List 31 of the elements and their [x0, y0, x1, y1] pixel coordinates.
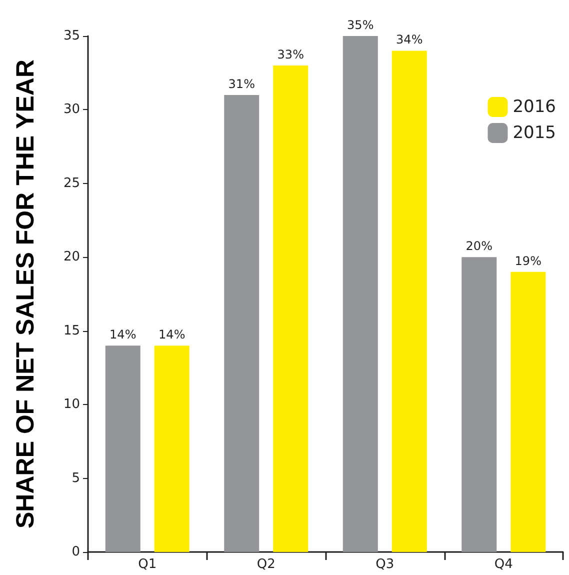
- data-label: 14%: [110, 328, 136, 342]
- data-label: 31%: [228, 76, 255, 91]
- bar: [273, 65, 308, 552]
- data-label: 33%: [277, 47, 304, 62]
- y-tick-label: 15: [63, 323, 80, 338]
- y-tick-label: 35: [63, 28, 80, 44]
- legend-label: 2015: [512, 123, 556, 143]
- bar: [462, 257, 497, 552]
- data-label: 14%: [158, 328, 186, 342]
- data-label: 35%: [347, 18, 374, 32]
- bar: [342, 36, 378, 552]
- y-tick-label: 20: [63, 250, 80, 265]
- x-tick-label: Q2: [256, 557, 276, 572]
- y-axis-title: SHARE OF NET SALES FOR THE YEAR: [12, 59, 40, 529]
- bar: [392, 50, 427, 552]
- y-tick-label: 30: [63, 102, 80, 118]
- x-tick-label: Q3: [376, 557, 394, 572]
- x-tick-label: Q4: [494, 557, 513, 572]
- y-tick-label: 0: [72, 544, 80, 560]
- bar: [105, 346, 140, 552]
- bar: [510, 272, 546, 552]
- bar: [224, 94, 260, 552]
- legend-label: 2016: [512, 97, 556, 117]
- data-label: 19%: [514, 254, 542, 268]
- x-tick-label: Q1: [138, 557, 157, 572]
- y-tick-label: 25: [63, 176, 80, 191]
- y-tick-label: 10: [63, 397, 80, 412]
- bar: [154, 346, 190, 552]
- data-label: 34%: [396, 32, 423, 47]
- data-label: 20%: [466, 239, 492, 254]
- y-tick-label: 5: [72, 470, 80, 486]
